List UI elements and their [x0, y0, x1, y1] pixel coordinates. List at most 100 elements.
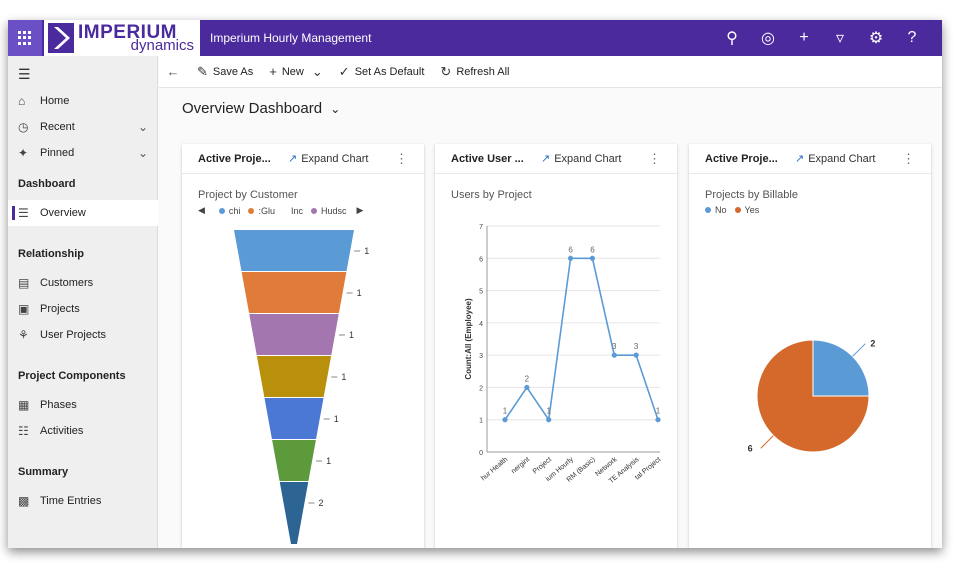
legend-dot — [705, 207, 711, 213]
more-options-icon[interactable]: ⋮ — [902, 151, 915, 166]
hamburger-icon[interactable]: ☰ — [18, 66, 31, 82]
home-icon: ⌂ — [18, 94, 26, 108]
sidebar-item-user-projects[interactable]: ⚘ User Projects — [8, 322, 158, 348]
filter-icon[interactable]: ▿ — [835, 30, 845, 47]
chevron-down-icon[interactable]: ⌄ — [137, 146, 148, 160]
sidebar-item-label: Activities — [40, 425, 84, 437]
gear-icon[interactable]: ⚙ — [868, 30, 884, 47]
sidebar-item-pinned[interactable]: ✦ Pinned ⌄ — [8, 140, 158, 166]
data-label: 2 — [318, 498, 323, 508]
sidebar-item-home[interactable]: ⌂ Home — [8, 88, 158, 114]
app-launcher-button[interactable] — [8, 20, 42, 56]
pie-slice — [812, 339, 870, 397]
page-title[interactable]: Overview Dashboard ⌄ — [182, 100, 340, 117]
card-title[interactable]: Active Proje... — [705, 153, 778, 165]
sidebar-item-label: Projects — [40, 303, 80, 315]
sidebar-item-customers[interactable]: ▤ Customers — [8, 270, 158, 296]
legend-item[interactable]: Hudsc — [320, 205, 347, 216]
chevron-down-icon[interactable]: ⌄ — [311, 63, 323, 79]
data-label: 2 — [870, 339, 875, 349]
expand-chart-label: Expand Chart — [554, 153, 622, 165]
legend-next-icon[interactable]: ▶ — [356, 205, 364, 215]
sidebar-item-label: Time Entries — [40, 495, 102, 507]
x-tick-label: nergint — [510, 456, 531, 475]
expand-chart-label: Expand Chart — [808, 153, 876, 165]
sidebar-item-projects[interactable]: ▣ Projects — [8, 296, 158, 322]
set-as-default-button[interactable]: ✓ Set As Default — [339, 64, 425, 80]
plus-icon[interactable]: + — [799, 29, 809, 46]
top-bar: IMPERIUM dynamics Imperium Hourly Manage… — [8, 20, 942, 56]
back-arrow-icon[interactable]: ← — [166, 64, 180, 79]
data-label: 3 — [612, 342, 617, 351]
new-button[interactable]: + New ⌄ — [269, 64, 323, 80]
y-tick-label: 0 — [479, 450, 483, 457]
data-label: 1 — [334, 414, 339, 424]
funnel-segment — [241, 272, 347, 313]
help-icon[interactable]: ? — [907, 29, 917, 46]
data-label: 6 — [568, 245, 573, 254]
expand-chart-button[interactable]: ↗ Expand Chart — [541, 152, 621, 165]
funnel-segment — [256, 356, 332, 397]
top-icon-bar: ⚲ ◎ + ▿ ⚙ ? — [714, 20, 930, 56]
section-heading-relationship: Relationship — [18, 248, 85, 260]
refresh-all-button[interactable]: ↻ Refresh All — [440, 64, 509, 80]
save-as-button[interactable]: ✎ Save As — [197, 64, 253, 80]
legend-prev-icon[interactable]: ◀ — [198, 205, 205, 215]
legend-dot — [310, 207, 317, 214]
chevron-down-icon[interactable]: ⌄ — [137, 120, 148, 134]
sidebar-item-recent[interactable]: ◷ Recent ⌄ — [8, 114, 158, 140]
legend-item[interactable]: :Glu — [258, 205, 275, 216]
y-tick-label: 2 — [479, 385, 483, 392]
legend-item[interactable]: No — [715, 205, 727, 215]
expand-chart-button[interactable]: ↗ Expand Chart — [795, 152, 875, 165]
dashboard-icon: ☰ — [18, 206, 29, 220]
sidebar-item-activities[interactable]: ☷ Activities — [8, 418, 158, 444]
brand-logo[interactable]: IMPERIUM dynamics — [44, 20, 200, 56]
sidebar-item-overview[interactable]: ☰ Overview — [8, 200, 158, 226]
section-heading-dashboard: Dashboard — [18, 178, 76, 190]
data-label: 1 — [656, 407, 661, 416]
line-chart: 0 1 2 3 4 5 6 7 Count:All (Employee) 1 hur Health 2… — [464, 224, 662, 485]
chevron-down-icon[interactable]: ⌄ — [330, 102, 341, 116]
card-title[interactable]: Active User ... — [451, 153, 524, 165]
funnel-segment — [279, 482, 309, 544]
sidebar-item-label: User Projects — [40, 329, 107, 341]
card-header: Active Proje... ↗ Expand Chart ⋮ — [182, 144, 424, 174]
card-header: Active User ... ↗ Expand Chart ⋮ — [435, 144, 677, 174]
app-title[interactable]: Imperium Hourly Management — [210, 31, 372, 45]
sidebar: ☰ ⌂ Home ◷ Recent ⌄ ✦ Pinned ⌄ Dashboard… — [8, 56, 158, 548]
target-icon[interactable]: ◎ — [761, 30, 775, 47]
chart-legend: ◀ chi :Glu Inc Hudsc ▶ — [198, 205, 363, 216]
sidebar-item-label: Recent — [40, 121, 75, 133]
sidebar-item-time-entries[interactable]: ▩ Time Entries — [8, 488, 158, 514]
clock-icon: ◷ — [18, 120, 29, 134]
y-tick-label: 3 — [479, 353, 483, 360]
data-label: 1 — [503, 407, 508, 416]
section-heading-summary: Summary — [18, 466, 69, 478]
data-point — [611, 352, 617, 358]
data-label: 1 — [341, 372, 346, 382]
refresh-icon: ↻ — [440, 63, 452, 79]
expand-chart-button[interactable]: ↗ Expand Chart — [288, 152, 368, 165]
legend-item[interactable]: chi — [228, 205, 241, 216]
set-as-default-label: Set As Default — [354, 65, 425, 78]
save-as-icon: ✎ — [197, 63, 208, 79]
series-line — [504, 257, 659, 422]
data-label: 1 — [349, 330, 354, 340]
phases-icon: ▦ — [18, 398, 30, 412]
more-options-icon[interactable]: ⋮ — [648, 151, 661, 166]
sidebar-item-phases[interactable]: ▦ Phases — [8, 392, 158, 418]
more-options-icon[interactable]: ⋮ — [395, 151, 408, 166]
legend-dot — [248, 207, 255, 214]
legend-item[interactable]: Yes — [744, 205, 760, 215]
data-label: 1 — [326, 456, 331, 466]
legend-item[interactable]: Inc — [290, 205, 303, 216]
search-icon[interactable]: ⚲ — [726, 30, 738, 47]
plus-icon: + — [269, 64, 277, 79]
sidebar-item-label: Home — [40, 95, 70, 107]
data-point — [524, 384, 530, 391]
expand-icon: ↗ — [541, 153, 551, 165]
data-point — [567, 255, 574, 261]
logo-mark-icon — [48, 23, 74, 53]
card-title[interactable]: Active Proje... — [198, 153, 271, 165]
